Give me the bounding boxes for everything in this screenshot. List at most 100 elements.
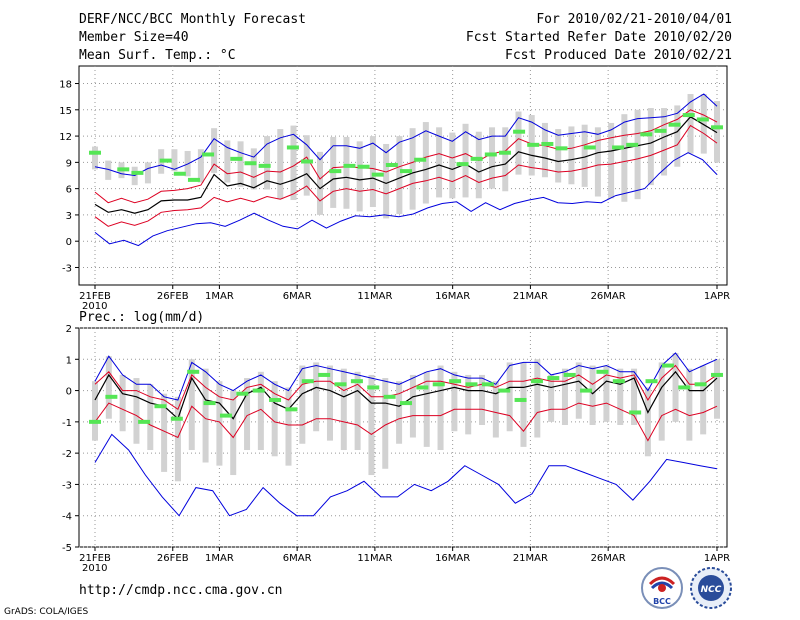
y-tick-label: 15 bbox=[59, 106, 72, 117]
spread-box bbox=[396, 136, 403, 215]
precip-title: Prec.: log(mm/d) bbox=[79, 310, 205, 325]
spread-box bbox=[144, 162, 151, 184]
spread-box bbox=[313, 362, 320, 432]
obs-marker bbox=[694, 382, 707, 387]
svg-text:NCC: NCC bbox=[701, 585, 722, 595]
spread-box bbox=[475, 131, 482, 199]
spread-box bbox=[581, 124, 588, 187]
spread-box bbox=[174, 396, 181, 482]
obs-marker bbox=[89, 150, 101, 155]
series-line-upper-blue bbox=[94, 352, 718, 401]
spread-box bbox=[299, 365, 306, 444]
spread-box bbox=[506, 362, 513, 432]
obs-marker bbox=[654, 128, 667, 133]
spread-box bbox=[479, 374, 486, 425]
y-tick-label: 9 bbox=[66, 158, 72, 169]
spread-box bbox=[714, 101, 720, 163]
grads-credit: GrADS: COLA/IGES bbox=[4, 607, 89, 617]
x-tick-label: 6MAR bbox=[283, 553, 312, 564]
spread-box bbox=[617, 368, 624, 425]
spread-box bbox=[644, 387, 651, 457]
obs-marker bbox=[269, 397, 282, 402]
x-tick-label: 26FEB bbox=[157, 291, 189, 302]
spread-box bbox=[188, 359, 195, 451]
spread-box bbox=[230, 390, 237, 476]
x-tick-label: 6MAR bbox=[283, 291, 312, 302]
spread-box bbox=[422, 122, 429, 204]
x-tick-label: 21MAR bbox=[513, 553, 548, 564]
spread-box bbox=[237, 141, 244, 187]
obs-marker bbox=[711, 125, 723, 130]
series-line-mean bbox=[94, 116, 718, 214]
obs-marker bbox=[350, 379, 363, 384]
y-tick-label: 0 bbox=[66, 387, 72, 398]
spread-box bbox=[502, 127, 509, 192]
obs-marker bbox=[527, 142, 540, 147]
x-tick-label: 16MAR bbox=[435, 291, 470, 302]
obs-marker bbox=[498, 388, 511, 393]
x-tick-label: 11MAR bbox=[357, 553, 392, 564]
spread-box bbox=[147, 384, 154, 451]
x-tick-label: 16MAR bbox=[435, 553, 470, 564]
spread-box bbox=[202, 368, 209, 463]
obs-marker bbox=[154, 404, 167, 409]
series-line-upper-red bbox=[94, 109, 718, 204]
obs-marker bbox=[202, 152, 215, 157]
obs-marker bbox=[203, 401, 216, 406]
spread-box bbox=[541, 122, 548, 178]
spread-box bbox=[714, 359, 720, 419]
spread-box bbox=[672, 353, 679, 422]
spread-box bbox=[326, 365, 333, 441]
obs-marker bbox=[555, 146, 568, 151]
obs-marker bbox=[563, 372, 576, 377]
obs-marker bbox=[334, 382, 347, 387]
chart-title: DERF/NCC/BCC Monthly Forecast bbox=[79, 12, 306, 27]
variable-label: Mean Surf. Temp.: °C bbox=[79, 48, 236, 63]
spread-box bbox=[197, 149, 204, 183]
obs-marker bbox=[117, 167, 130, 172]
obs-marker bbox=[301, 379, 314, 384]
x-tick-label: 1MAR bbox=[205, 553, 234, 564]
spread-box bbox=[561, 368, 568, 425]
spread-box bbox=[343, 136, 350, 209]
obs-marker bbox=[159, 158, 172, 163]
obs-marker bbox=[682, 113, 695, 118]
series-line-upper-red bbox=[94, 364, 718, 411]
spread-box bbox=[354, 371, 361, 451]
obs-marker bbox=[481, 382, 494, 387]
obs-marker bbox=[89, 419, 101, 424]
obs-marker bbox=[626, 142, 639, 147]
bcc-logo: BCC bbox=[641, 567, 683, 609]
obs-marker bbox=[513, 129, 526, 134]
obs-marker bbox=[640, 132, 653, 137]
obs-marker bbox=[244, 161, 257, 166]
y-tick-label: 1 bbox=[66, 355, 72, 366]
plot-frame bbox=[78, 65, 728, 286]
series-line-lower-blue bbox=[94, 152, 718, 247]
spread-box bbox=[396, 381, 403, 444]
y-tick-label: -3 bbox=[62, 480, 72, 491]
spread-box bbox=[161, 393, 168, 472]
obs-marker bbox=[484, 152, 497, 157]
spread-box bbox=[451, 371, 458, 432]
spread-box bbox=[489, 127, 496, 189]
spread-box bbox=[589, 365, 596, 425]
spread-box bbox=[686, 368, 693, 441]
spread-box bbox=[608, 122, 615, 199]
spread-box bbox=[520, 362, 527, 447]
spread-box bbox=[700, 94, 707, 154]
obs-marker bbox=[343, 163, 356, 168]
spread-box bbox=[216, 381, 223, 466]
series-line-lower-red bbox=[94, 124, 718, 227]
y-tick-label: -1 bbox=[62, 418, 72, 429]
spread-box bbox=[257, 371, 264, 451]
spread-box bbox=[368, 374, 375, 476]
source-url[interactable]: http://cmdp.ncc.cma.gov.cn bbox=[79, 583, 283, 598]
y-tick-label: 18 bbox=[59, 80, 72, 91]
series-line-lower-blue bbox=[94, 433, 718, 517]
spread-box bbox=[575, 362, 582, 419]
obs-marker bbox=[170, 416, 183, 421]
y-tick-label: -4 bbox=[62, 512, 72, 523]
spread-box bbox=[340, 368, 347, 451]
obs-marker bbox=[629, 410, 642, 415]
